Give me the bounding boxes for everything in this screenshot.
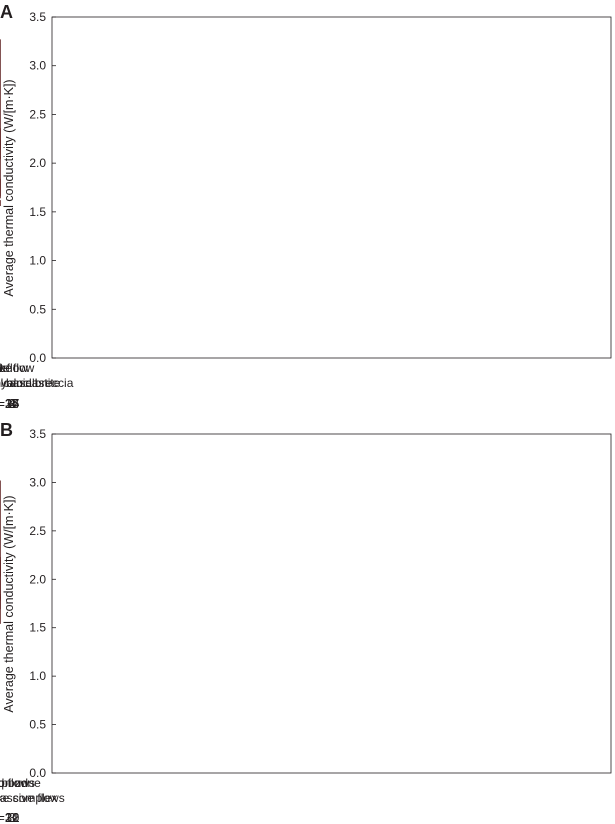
y-tick-label: 2.5 <box>29 107 46 121</box>
panel-label: B <box>0 420 13 440</box>
y-tick-label: 2.0 <box>29 156 46 170</box>
n-label: N = 31 <box>0 810 19 824</box>
y-tick-label: 1.5 <box>29 205 46 219</box>
panel-b: B 0.0 0.5 1.0 1.5 2.0 2.5 3.0 3.5 Average thermal… <box>0 420 612 824</box>
y-tick-label: 3.0 <box>29 475 46 489</box>
y-tick-label: 0.5 <box>29 718 46 732</box>
n-label: N = 35 <box>0 396 19 411</box>
n-label: N = 2 <box>0 396 16 411</box>
n-label: N = 4 <box>0 396 16 411</box>
y-tick-label: 1.0 <box>29 254 46 268</box>
n-label: N = 27 <box>0 396 19 411</box>
category-label: Sheeteddike complex <box>0 776 57 805</box>
category-label: Sheet flow <box>0 361 28 375</box>
category-label: Inflated flows <box>0 776 35 790</box>
y-tick-label: 2.0 <box>29 572 46 586</box>
category-label: Sheet andmassive flows <box>0 776 65 805</box>
plot-frame <box>51 16 612 359</box>
y-tick-label: 3.5 <box>29 10 46 24</box>
y-axis-title: Average thermal conductivity (W/[m·K]) <box>2 495 16 712</box>
y-tick-label: 3.5 <box>29 427 46 441</box>
panel-a: A 0.0 0.5 1.0 1.5 2.0 2.5 3.0 3.5 Average thermal… <box>0 2 612 411</box>
category-label: Transition zone <box>0 776 41 790</box>
n-label: N = 21 <box>0 810 19 824</box>
category-label: Massivebasalt <box>0 361 39 390</box>
y-axis-title: Average thermal conductivity (W/[m·K]) <box>2 79 16 296</box>
n-label: N = 22 <box>0 810 19 824</box>
n-label: N = 3 <box>0 396 16 411</box>
plot-frame <box>51 433 612 774</box>
category-label: Massive flow <box>0 361 35 375</box>
y-tick-label: 0.0 <box>29 766 46 780</box>
category-label: Mineralizedvolcanic breccia <box>0 361 74 390</box>
category-label: Dike <box>0 361 12 375</box>
n-label: N = 10 <box>0 810 19 824</box>
y-tick-label: 0.5 <box>29 302 46 316</box>
y-tick-label: 1.0 <box>29 669 46 683</box>
category-label: Lava pond <box>0 776 28 790</box>
y-tick-label: 1.5 <box>29 621 46 635</box>
n-label: N = 14 <box>0 396 19 411</box>
n-label: N = 3 <box>0 810 16 824</box>
category-label: Pillow andhyaloclastite <box>0 361 61 390</box>
y-tick-label: 3.0 <box>29 59 46 73</box>
panel-label: A <box>0 2 13 22</box>
y-tick-label: 0.0 <box>29 351 46 365</box>
y-tick-label: 2.5 <box>29 524 46 538</box>
